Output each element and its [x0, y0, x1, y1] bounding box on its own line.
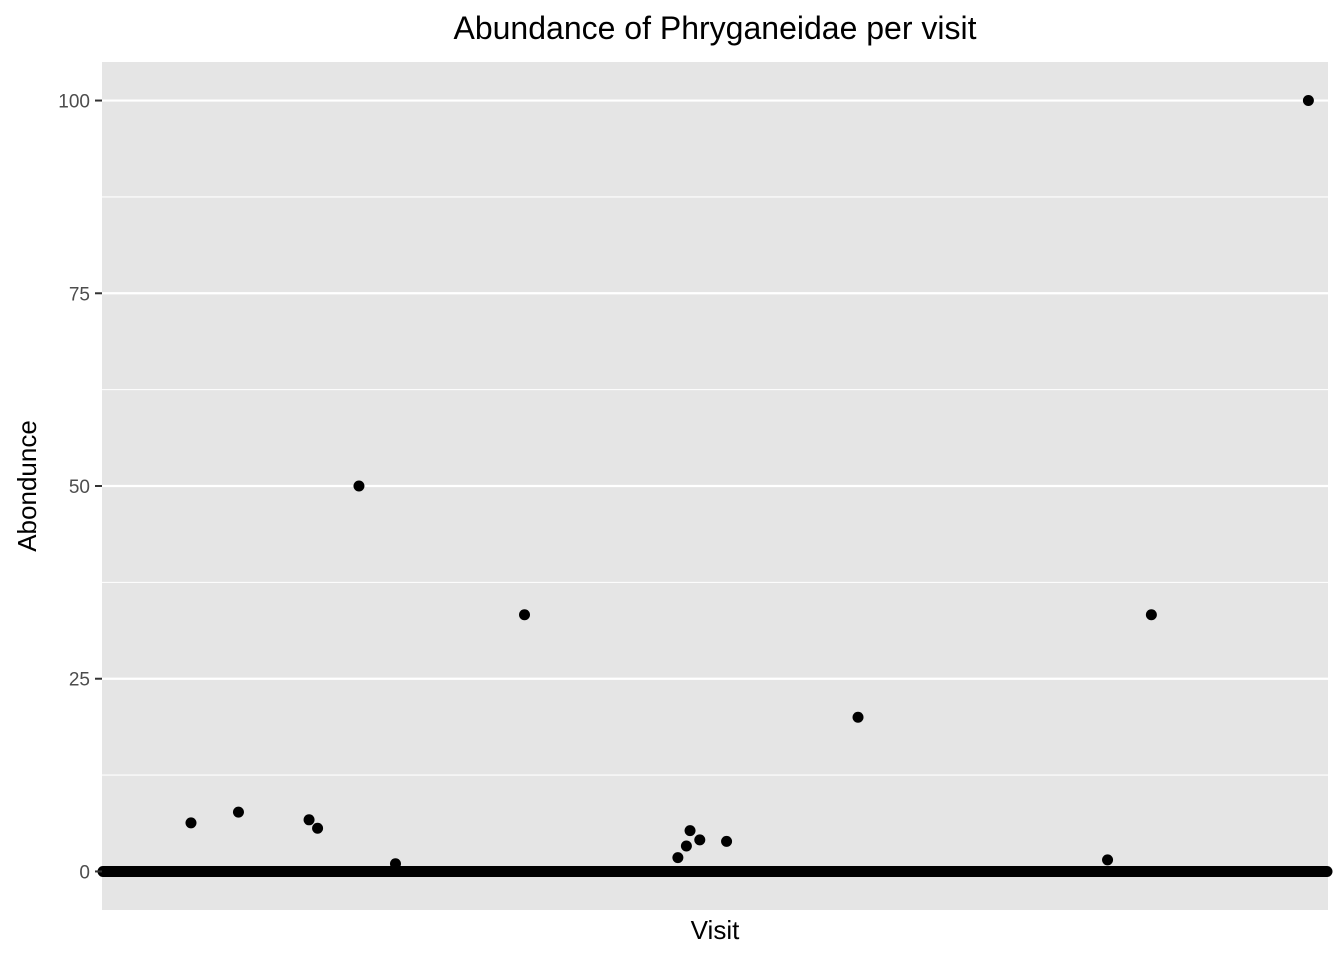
data-point — [353, 480, 365, 492]
y-axis: 0 25 50 75 100 — [58, 92, 102, 883]
y-tick-label: 100 — [58, 92, 90, 113]
data-point — [852, 711, 864, 723]
data-point — [680, 840, 692, 852]
y-tick-label: 50 — [69, 477, 90, 498]
data-point — [1102, 854, 1114, 866]
y-tick-label: 25 — [69, 670, 90, 691]
major-gridlines — [102, 99, 1328, 873]
data-point — [232, 806, 244, 818]
minor-gridlines — [102, 196, 1328, 776]
data-point — [312, 822, 324, 834]
chart-title: Abundance of Phryganeidae per visit — [453, 10, 976, 46]
y-tick-label: 75 — [69, 284, 90, 305]
data-point — [389, 858, 401, 870]
data-point — [684, 825, 696, 837]
data-point — [1145, 609, 1157, 621]
data-point — [672, 852, 684, 864]
data-point — [721, 835, 733, 847]
y-axis-title: Abondunce — [12, 420, 42, 552]
data-point — [519, 609, 531, 621]
data-point — [303, 814, 315, 826]
data-point — [185, 817, 197, 829]
data-points — [185, 95, 1314, 870]
data-point — [1302, 95, 1314, 107]
y-tick-label: 0 — [79, 862, 90, 883]
x-axis-title: Visit — [691, 915, 740, 945]
data-point — [694, 834, 706, 846]
